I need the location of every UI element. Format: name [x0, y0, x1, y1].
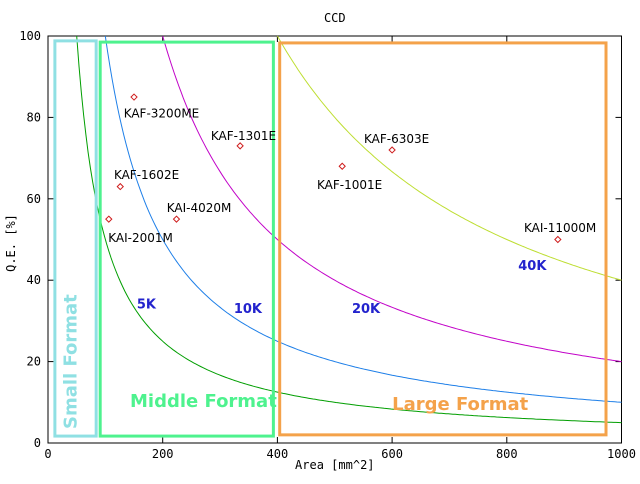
y-tick-label: 0 [34, 436, 41, 450]
y-axis-title: Q.E. [%] [4, 214, 18, 272]
region-middle-format [98, 40, 275, 438]
curve-20k [162, 35, 622, 363]
point-kaf-1001e [338, 162, 346, 170]
region-label-middle-format: Middle Format [130, 391, 277, 412]
x-tick-label: 0 [44, 447, 51, 461]
point-kaf-3200me [130, 93, 138, 101]
curve-5k [76, 35, 622, 424]
point-kaf-1301e [236, 142, 244, 150]
chart-title: CCD [324, 11, 346, 25]
y-tick-label: 60 [27, 192, 41, 206]
point-label-kai-11000m: KAI-11000M [524, 221, 596, 235]
region-large-format [278, 41, 608, 437]
curve-label-5k: 5K [137, 298, 157, 313]
plot-area: 0 200 400 600 800 1000 0 20 40 60 80 100 5K 10K 20K 40K… [19, 29, 636, 461]
x-tick-label: 800 [496, 447, 518, 461]
point-kai-2001m [105, 215, 113, 223]
region-small-format [53, 39, 98, 438]
point-kaf-6303e [388, 146, 396, 154]
point-label-kaf-1001e: KAF-1001E [317, 178, 382, 192]
y-tick-label: 20 [27, 355, 41, 369]
y-tick-label: 100 [19, 29, 41, 43]
curve-10k [104, 35, 622, 403]
y-tick-label: 80 [27, 110, 41, 124]
point-kai-11000m [554, 235, 562, 244]
x-tick-label: 200 [152, 447, 174, 461]
curve-label-10k: 10K [234, 302, 263, 317]
curve-label-40k: 40K [518, 259, 547, 274]
x-tick-label: 600 [381, 447, 403, 461]
region-label-small-format: Small Format [61, 294, 82, 429]
point-label-kaf-1602e: KAF-1602E [114, 168, 179, 182]
point-label-kai-4020m: KAI-4020M [167, 201, 232, 215]
x-axis-title: Area [mm^2] [295, 458, 374, 472]
point-label-kai-2001m: KAI-2001M [108, 231, 173, 245]
curve-label-20k: 20K [352, 302, 381, 317]
x-tick-label: 1000 [607, 447, 636, 461]
point-label-kaf-3200me: KAF-3200ME [124, 106, 200, 120]
point-kaf-1602e [116, 182, 124, 191]
x-tick-label: 400 [267, 447, 289, 461]
plot-border [47, 35, 622, 444]
curve-40k [276, 35, 622, 281]
point-label-kaf-6303e: KAF-6303E [364, 132, 429, 146]
point-label-kaf-1301e: KAF-1301E [211, 129, 276, 143]
point-kai-4020m [172, 215, 181, 223]
y-tick-label: 40 [27, 273, 41, 287]
region-label-large-format: Large Format [392, 394, 529, 415]
